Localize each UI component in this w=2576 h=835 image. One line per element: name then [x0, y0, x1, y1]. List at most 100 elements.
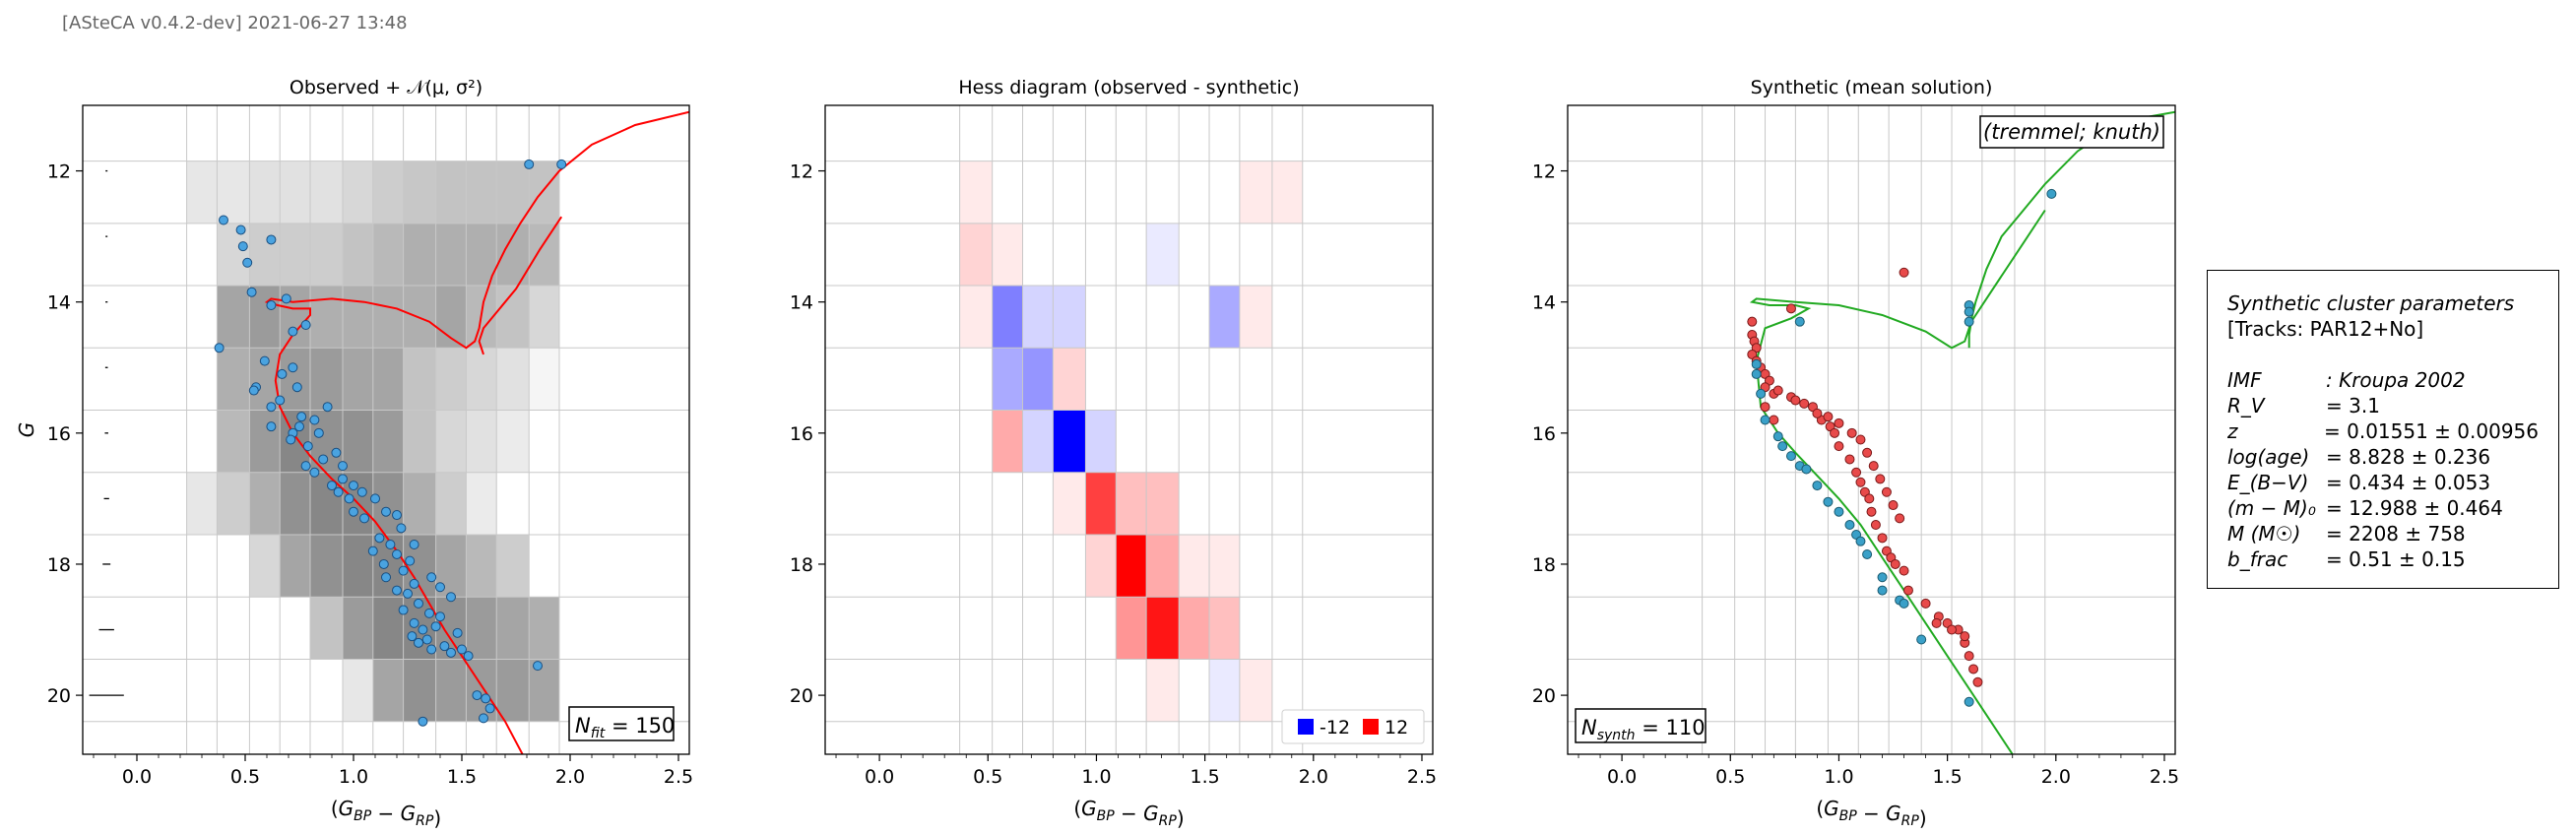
density-cell — [280, 472, 310, 536]
observed-star — [275, 395, 286, 406]
observed-star — [418, 716, 428, 727]
params-label: (m − M)₀ — [2227, 496, 2316, 520]
observed-star — [385, 539, 396, 549]
density-cell — [280, 161, 310, 224]
observed-star — [430, 621, 441, 632]
density-cell — [249, 161, 281, 224]
observed-star — [214, 343, 225, 353]
density-cell — [310, 535, 343, 598]
hess-cell — [1179, 535, 1210, 598]
params-value: = 0.51 ± 0.15 — [2326, 547, 2466, 571]
density-cell — [343, 410, 373, 473]
hess-cell — [1209, 286, 1240, 349]
plot-frame — [1567, 104, 2176, 755]
density-cell — [217, 161, 250, 224]
synthetic-binary-star — [1870, 520, 1881, 531]
synthetic-single-star — [1777, 441, 1788, 452]
synthetic-single-star — [1801, 464, 1812, 475]
density-cell — [217, 348, 250, 411]
observed-star — [327, 481, 337, 491]
synthetic-single-star — [1877, 585, 1888, 596]
observed-star — [463, 651, 474, 662]
params-row: b_frac = 0.51 ± 0.15 — [2227, 546, 2539, 572]
hess-cell — [1239, 659, 1272, 722]
panel-observed: 0.0 0.5 1.0 1.5 2.0 2.5 12 14 16 18 20 (GBP − GRP) O… — [15, 77, 693, 830]
x-tick-label: 1.5 — [1191, 766, 1220, 788]
density-cell — [310, 348, 343, 411]
params-label: b_frac — [2227, 547, 2288, 571]
hess-cell — [1085, 410, 1117, 473]
observed-star — [288, 326, 298, 337]
observed-star — [309, 415, 320, 425]
observed-star — [309, 467, 320, 478]
synthetic-single-star — [1823, 496, 1834, 507]
observed-star — [479, 713, 488, 724]
observed-star — [237, 241, 248, 252]
density-cell — [343, 286, 373, 349]
observed-star — [457, 644, 467, 655]
synthetic-single-star — [1794, 316, 1805, 327]
observed-star — [248, 385, 259, 396]
hess-cell — [1239, 286, 1272, 349]
density-cell — [310, 286, 343, 349]
density-cell — [372, 597, 404, 660]
params-label: z — [2227, 419, 2238, 443]
density-cell — [435, 410, 467, 473]
x-tick-label: 1.5 — [1933, 766, 1963, 788]
synthetic-single-star — [1916, 634, 1927, 645]
observed-star — [426, 572, 437, 583]
observed-star — [392, 585, 402, 596]
observed-star — [302, 441, 313, 452]
observed-star — [435, 611, 445, 622]
synthetic-binary-star — [1834, 441, 1844, 452]
observed-star — [403, 588, 413, 599]
observed-star — [370, 493, 380, 504]
synthetic-binary-star — [1846, 427, 1857, 438]
hess-cell — [992, 286, 1023, 349]
hess-cell — [1022, 410, 1054, 473]
params-row: log(age) = 8.828 ± 0.236 — [2227, 444, 2539, 470]
density-cell — [372, 286, 404, 349]
hess-cell — [1146, 597, 1180, 660]
y-tick-label: 18 — [790, 554, 813, 576]
header-timestamp: [ASteCA v0.4.2-dev] 2021-06-27 13:48 — [62, 13, 408, 33]
observed-star — [259, 355, 270, 366]
observed-star — [418, 624, 428, 635]
synthetic-binary-star — [1844, 454, 1855, 465]
synthetic-binary-star — [1964, 651, 1974, 662]
observed-star — [524, 159, 535, 169]
hess-cell — [1116, 472, 1147, 536]
density-cell — [372, 410, 404, 473]
params-label: M (M☉) — [2227, 522, 2301, 546]
x-axis-label: (GBP − GRP) — [1073, 797, 1184, 830]
hess-cell — [1085, 535, 1117, 598]
density-cell — [435, 348, 467, 411]
x-tick-label: 2.0 — [2041, 766, 2071, 788]
x-tick-label: 2.5 — [2150, 766, 2179, 788]
observed-star — [426, 644, 437, 655]
x-tick-label: 2.0 — [555, 766, 585, 788]
synthetic-binary-star — [1947, 624, 1958, 635]
observed-star — [414, 637, 423, 648]
synthetic-single-star — [1964, 316, 1974, 327]
synthetic-binary-star — [1890, 558, 1900, 569]
params-row: (m − M)₀ = 12.988 ± 0.464 — [2227, 495, 2539, 521]
panel-hess: 0.0 0.5 1.0 1.5 2.0 2.5 12 14 16 18 20 (GBP − GRP) H… — [790, 77, 1437, 830]
observed-star — [446, 647, 456, 658]
params-row: z = 0.01551 ± 0.00956 — [2227, 418, 2539, 444]
observed-star — [296, 412, 307, 422]
hess-cell — [959, 161, 993, 224]
x-tick-label: 0.5 — [1715, 766, 1745, 788]
params-value: = 12.988 ± 0.464 — [2326, 496, 2503, 520]
observed-star — [219, 215, 228, 225]
observed-star — [381, 572, 391, 583]
hess-cell — [1146, 472, 1180, 536]
observed-star — [409, 578, 419, 589]
observed-star — [421, 634, 432, 645]
params-row: R_V = 3.1 — [2227, 393, 2539, 418]
observed-star — [472, 690, 483, 701]
density-cell — [343, 223, 373, 287]
hess-cell — [1116, 535, 1147, 598]
observed-star — [235, 225, 246, 235]
hess-cell — [959, 223, 993, 287]
